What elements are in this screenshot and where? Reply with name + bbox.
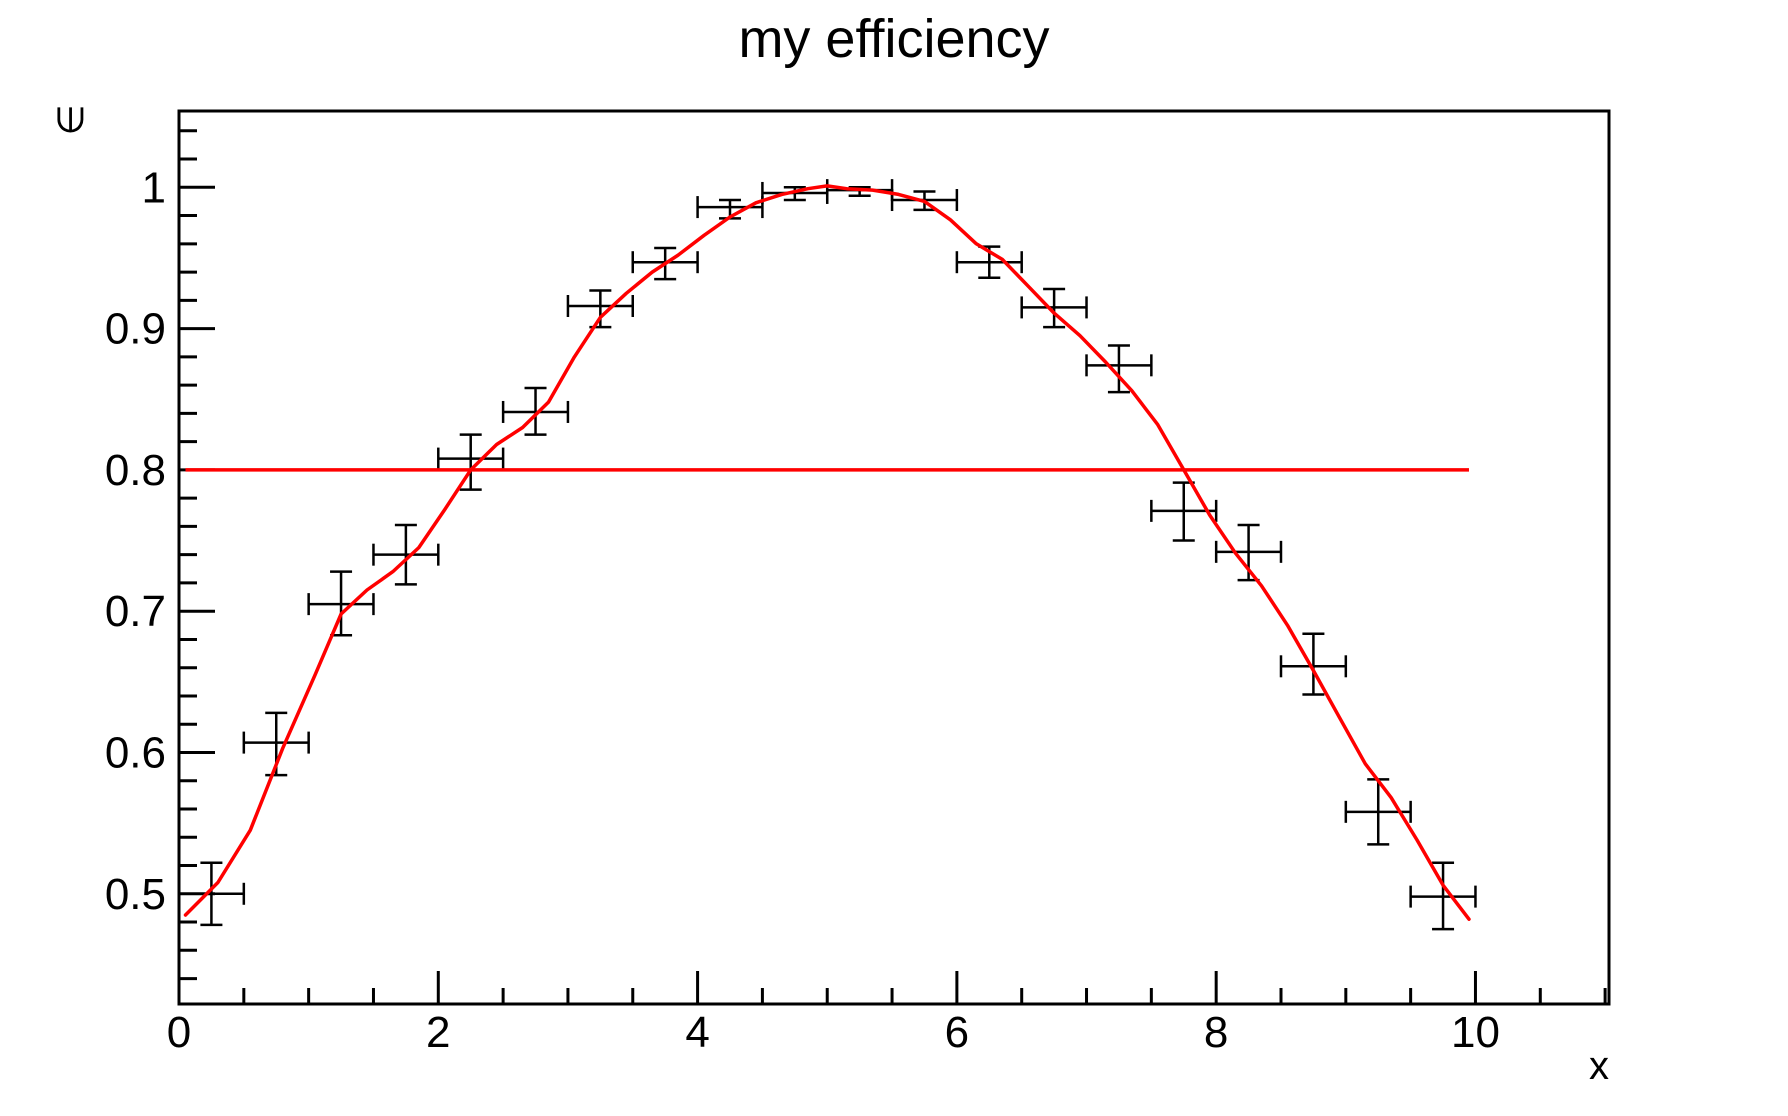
data-point [177, 861, 246, 927]
data-point [1409, 861, 1477, 931]
data-point [501, 386, 570, 436]
x-tick-label-6: 6 [945, 1008, 969, 1057]
y-tick-label-0.7: 0.7 [105, 587, 166, 636]
y-tick-label-0.9: 0.9 [105, 305, 166, 354]
data-point [1279, 632, 1348, 696]
plot-frame [177, 109, 1611, 1006]
y-tick-label-1: 1 [142, 163, 166, 212]
data-point [372, 523, 440, 586]
efficiency-points-series [177, 179, 1477, 931]
data-point [437, 433, 505, 491]
data-point [307, 570, 375, 637]
y-tick-label-0.8: 0.8 [105, 446, 166, 495]
x-tick-label-0: 0 [167, 1008, 191, 1057]
y-tick-label-0.5: 0.5 [105, 870, 166, 919]
x-tick-label-8: 8 [1204, 1008, 1228, 1057]
plot-title: my efficiency [738, 9, 1050, 69]
data-point [566, 289, 635, 329]
data-point [1020, 287, 1088, 329]
y-tick-label-0.6: 0.6 [105, 728, 166, 777]
x-tick-label-10: 10 [1451, 1008, 1500, 1057]
fit-curve [183, 184, 1471, 921]
x-axis-title: x [1589, 1044, 1609, 1088]
x-tick-label-2: 2 [426, 1008, 450, 1057]
data-point [1085, 344, 1153, 394]
x-tick-label-4: 4 [685, 1008, 709, 1057]
